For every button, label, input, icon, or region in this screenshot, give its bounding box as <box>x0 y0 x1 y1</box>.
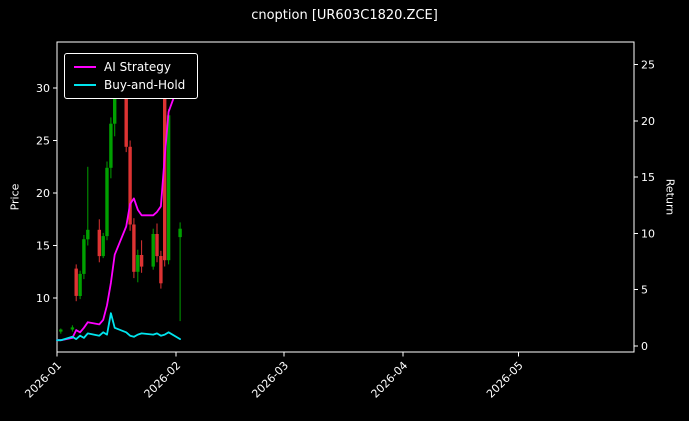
return-tick-label: 20 <box>641 115 655 128</box>
date-tick-label: 2026-02 <box>142 359 184 401</box>
buy-and-hold-line-swatch <box>74 83 96 87</box>
price-tick-label: 20 <box>36 187 50 200</box>
candle <box>101 236 105 257</box>
candle <box>124 73 128 147</box>
date-tick-label: 2026-04 <box>369 359 411 401</box>
return-tick-label: 15 <box>641 171 655 184</box>
price-tick-label: 15 <box>36 240 50 253</box>
candle <box>178 228 182 238</box>
candle <box>59 329 63 332</box>
candle <box>132 224 136 272</box>
candle <box>163 90 167 261</box>
ai-strategy-line-swatch <box>74 65 96 69</box>
price-tick-label: 30 <box>36 82 50 95</box>
candle <box>78 273 82 296</box>
candle <box>74 268 78 296</box>
candle <box>82 239 86 274</box>
price-tick-label: 10 <box>36 292 50 305</box>
candle <box>128 146 132 225</box>
date-axis-ticks: 2026-01 2026-02 2026-03 2026-04 2026-05 <box>22 352 526 401</box>
return-axis-label: Return <box>663 178 677 216</box>
candle <box>159 256 163 284</box>
ai-strategy-line <box>56 79 182 342</box>
return-axis-ticks: 0 5 10 15 20 25 <box>634 59 655 353</box>
buy-and-hold-line <box>56 312 182 342</box>
price-tick-label: 25 <box>36 135 50 148</box>
date-tick-label: 2026-05 <box>484 359 526 401</box>
legend: AI Strategy Buy-and-Hold <box>64 53 199 99</box>
candlestick-series <box>59 61 182 334</box>
legend-item-ai-strategy: AI Strategy <box>74 61 185 73</box>
return-tick-label: 10 <box>641 227 655 240</box>
candle <box>139 255 144 267</box>
legend-item-buy-and-hold: Buy-and-Hold <box>74 79 185 91</box>
candle <box>97 229 101 257</box>
plot-spines <box>56 41 635 353</box>
return-tick-label: 25 <box>641 59 655 72</box>
candle <box>151 234 155 267</box>
date-tick-label: 2026-01 <box>22 359 64 401</box>
date-tick-label: 2026-03 <box>249 359 291 401</box>
return-tick-label: 0 <box>641 340 648 353</box>
candle <box>70 327 75 330</box>
candle <box>166 115 171 261</box>
candle <box>136 255 140 272</box>
candle <box>105 167 109 237</box>
legend-label-buy-and-hold: Buy-and-Hold <box>104 78 186 92</box>
price-axis-ticks: 10 15 20 25 30 <box>36 82 57 305</box>
chart-title: cnoption [UR603C1820.ZCE] <box>251 8 438 23</box>
candle <box>155 234 159 257</box>
candle <box>86 229 90 240</box>
candle <box>109 123 113 168</box>
legend-label-ai-strategy: AI Strategy <box>104 60 171 74</box>
price-axis-label: Price <box>8 183 22 211</box>
return-tick-label: 5 <box>641 284 648 297</box>
